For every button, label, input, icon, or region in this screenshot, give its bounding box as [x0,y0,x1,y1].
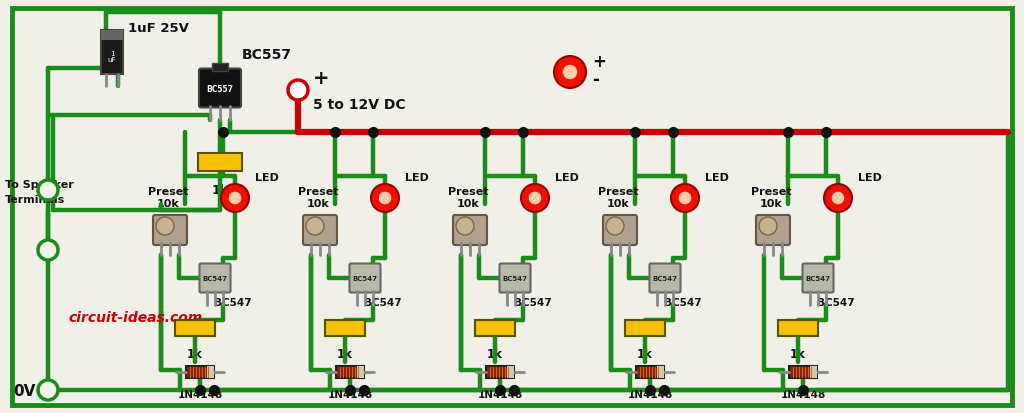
Bar [175,320,215,336]
Text: 1k: 1k [637,348,653,361]
Text: BC547: BC547 [665,298,701,308]
Text: 5 to 12V DC: 5 to 12V DC [313,98,406,112]
FancyBboxPatch shape [349,263,381,292]
Text: +: + [313,69,330,88]
Bar [486,366,514,378]
Circle shape [824,184,852,212]
Text: 1N4148: 1N4148 [328,390,373,400]
Circle shape [759,217,777,235]
Text: 1N4148: 1N4148 [477,390,522,400]
Text: LED: LED [555,173,579,183]
Circle shape [521,184,549,212]
Text: BC547: BC547 [365,298,401,308]
Text: 1k: 1k [487,348,503,361]
Text: circuit-ideas.com: circuit-ideas.com [68,311,203,325]
Circle shape [671,184,699,212]
Text: 10k: 10k [457,199,479,209]
Circle shape [456,217,474,235]
Text: Preset: Preset [147,187,188,197]
Bar [198,153,242,171]
FancyBboxPatch shape [303,215,337,245]
FancyBboxPatch shape [803,263,834,292]
Circle shape [679,192,691,204]
Bar [657,366,664,378]
FancyBboxPatch shape [756,215,790,245]
Text: 1k: 1k [212,184,228,197]
Text: Preset: Preset [298,187,338,197]
Text: BC557: BC557 [207,85,233,95]
Bar [101,30,123,40]
Text: BC547: BC547 [352,276,378,282]
Text: 1N4148: 1N4148 [780,390,825,400]
Circle shape [156,217,174,235]
Circle shape [606,217,624,235]
Text: 1N4148: 1N4148 [177,390,222,400]
Text: BC547: BC547 [806,276,830,282]
Text: BC547: BC547 [817,298,855,308]
Circle shape [379,192,391,204]
Text: 10k: 10k [157,199,179,209]
Text: 10k: 10k [606,199,630,209]
Text: BC547: BC547 [503,276,527,282]
FancyBboxPatch shape [199,69,241,107]
Text: 1k: 1k [187,348,203,361]
Circle shape [38,380,58,400]
Bar [790,366,817,378]
Text: To Speaker: To Speaker [5,180,74,190]
Bar [101,30,123,74]
Text: LED: LED [705,173,729,183]
Bar [475,320,515,336]
Text: 0V: 0V [13,385,36,399]
Text: 1k: 1k [337,348,353,361]
Text: Preset: Preset [447,187,488,197]
Circle shape [228,192,242,204]
Text: 10k: 10k [760,199,782,209]
Text: BC547: BC547 [203,276,227,282]
Circle shape [288,80,308,100]
Text: Preset: Preset [751,187,792,197]
Circle shape [528,192,542,204]
FancyBboxPatch shape [453,215,487,245]
Text: BC557: BC557 [242,48,292,62]
Bar [507,366,514,378]
Text: Terminals: Terminals [5,195,66,205]
Text: 1
uF: 1 uF [108,50,117,64]
Text: Preset: Preset [598,187,638,197]
FancyBboxPatch shape [200,263,230,292]
Bar [636,366,664,378]
Text: 10k: 10k [306,199,330,209]
Text: 1k: 1k [791,348,806,361]
Circle shape [38,240,58,260]
Circle shape [221,184,249,212]
Bar [186,366,214,378]
Circle shape [563,65,578,79]
Circle shape [306,217,324,235]
FancyBboxPatch shape [153,215,187,245]
FancyBboxPatch shape [649,263,681,292]
Text: LED: LED [858,173,882,183]
Text: 1N4148: 1N4148 [628,390,673,400]
Text: -: - [592,71,599,89]
Circle shape [371,184,399,212]
Text: BC547: BC547 [514,298,552,308]
Circle shape [831,192,845,204]
FancyBboxPatch shape [603,215,637,245]
Bar [212,62,228,71]
Text: BC547: BC547 [652,276,678,282]
Bar [778,320,818,336]
Bar [357,366,364,378]
Bar [625,320,665,336]
Bar [207,366,214,378]
Circle shape [38,180,58,200]
Text: BC547: BC547 [214,298,252,308]
Text: LED: LED [255,173,279,183]
Bar [810,366,817,378]
Text: LED: LED [406,173,429,183]
Bar [336,366,364,378]
Text: 1uF 25V: 1uF 25V [128,21,188,35]
Bar [325,320,365,336]
Text: +: + [592,53,606,71]
Circle shape [554,56,586,88]
FancyBboxPatch shape [500,263,530,292]
